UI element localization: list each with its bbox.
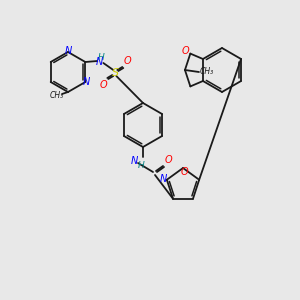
Text: N: N [64,46,72,56]
Text: O: O [182,46,189,56]
Text: N: N [160,174,167,184]
Text: N: N [83,77,90,87]
Text: N: N [96,57,103,67]
Text: O: O [180,167,188,177]
Text: O: O [100,80,107,90]
Text: S: S [112,68,119,78]
Text: H: H [98,52,105,62]
Text: CH₃: CH₃ [50,92,64,100]
Text: O: O [124,56,131,66]
Text: O: O [164,155,172,165]
Text: N: N [130,156,138,166]
Text: CH₃: CH₃ [200,68,214,76]
Text: H: H [138,161,144,170]
